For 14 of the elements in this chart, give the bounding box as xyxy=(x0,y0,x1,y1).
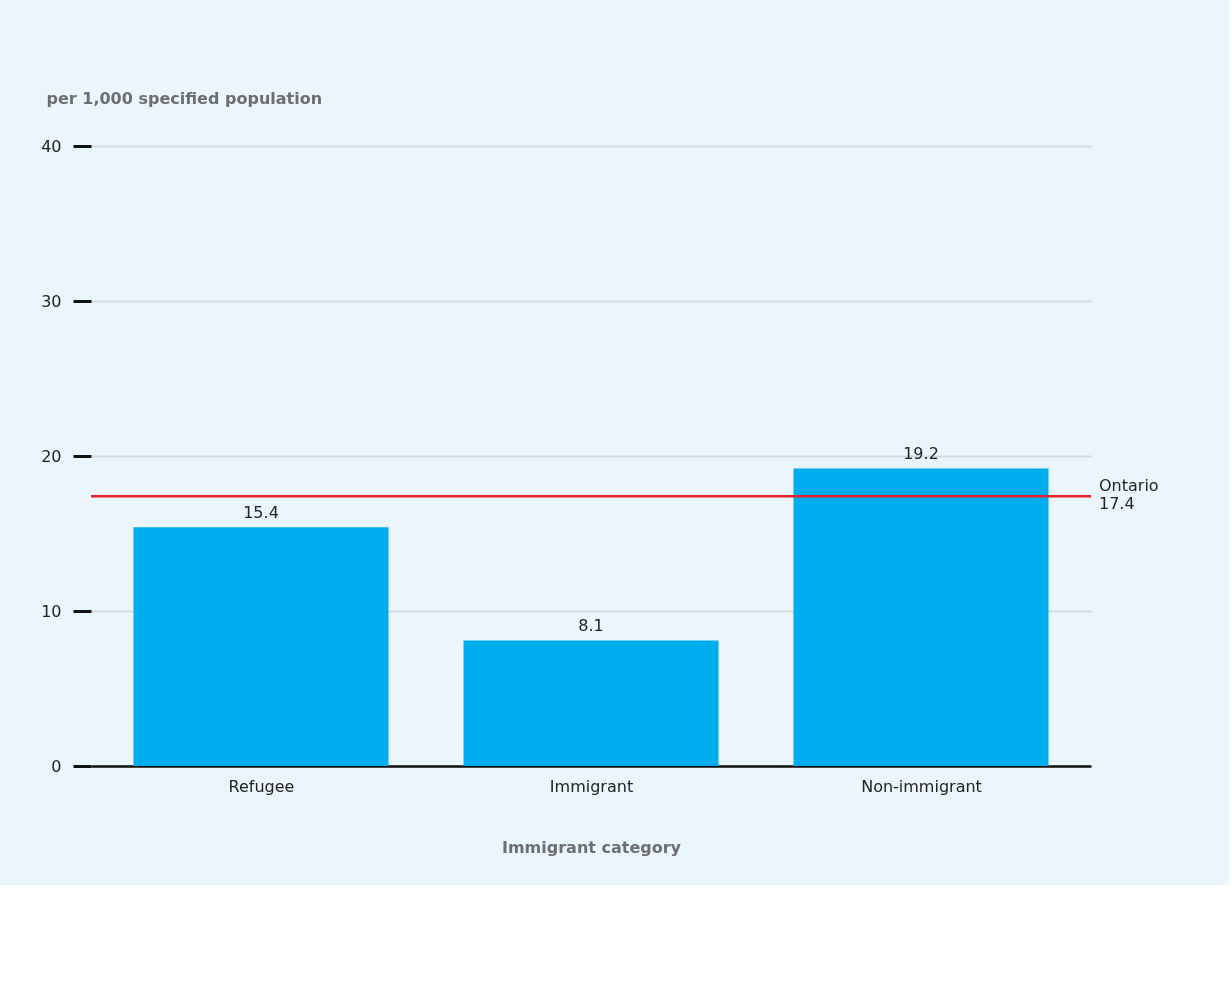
y-tick-label: 40 xyxy=(41,136,62,156)
y-tick-label: 20 xyxy=(41,446,62,466)
y-axis-title: per 1,000 specified population xyxy=(46,88,323,108)
x-axis-title: Immigrant category xyxy=(501,837,682,857)
x-tick-label: Non-immigrant xyxy=(861,776,982,796)
x-tick-label: Immigrant xyxy=(549,776,634,796)
data-label: 19.2 xyxy=(903,444,939,464)
data-label: 15.4 xyxy=(243,503,279,523)
ref-line-label: Ontario 17.4 xyxy=(1099,476,1159,514)
x-tick-label: Refugee xyxy=(228,776,295,796)
y-tick-label: 10 xyxy=(41,601,62,621)
data-label: 8.1 xyxy=(578,616,604,636)
y-tick-label: 0 xyxy=(51,756,62,776)
y-tick-label: 30 xyxy=(41,291,62,311)
